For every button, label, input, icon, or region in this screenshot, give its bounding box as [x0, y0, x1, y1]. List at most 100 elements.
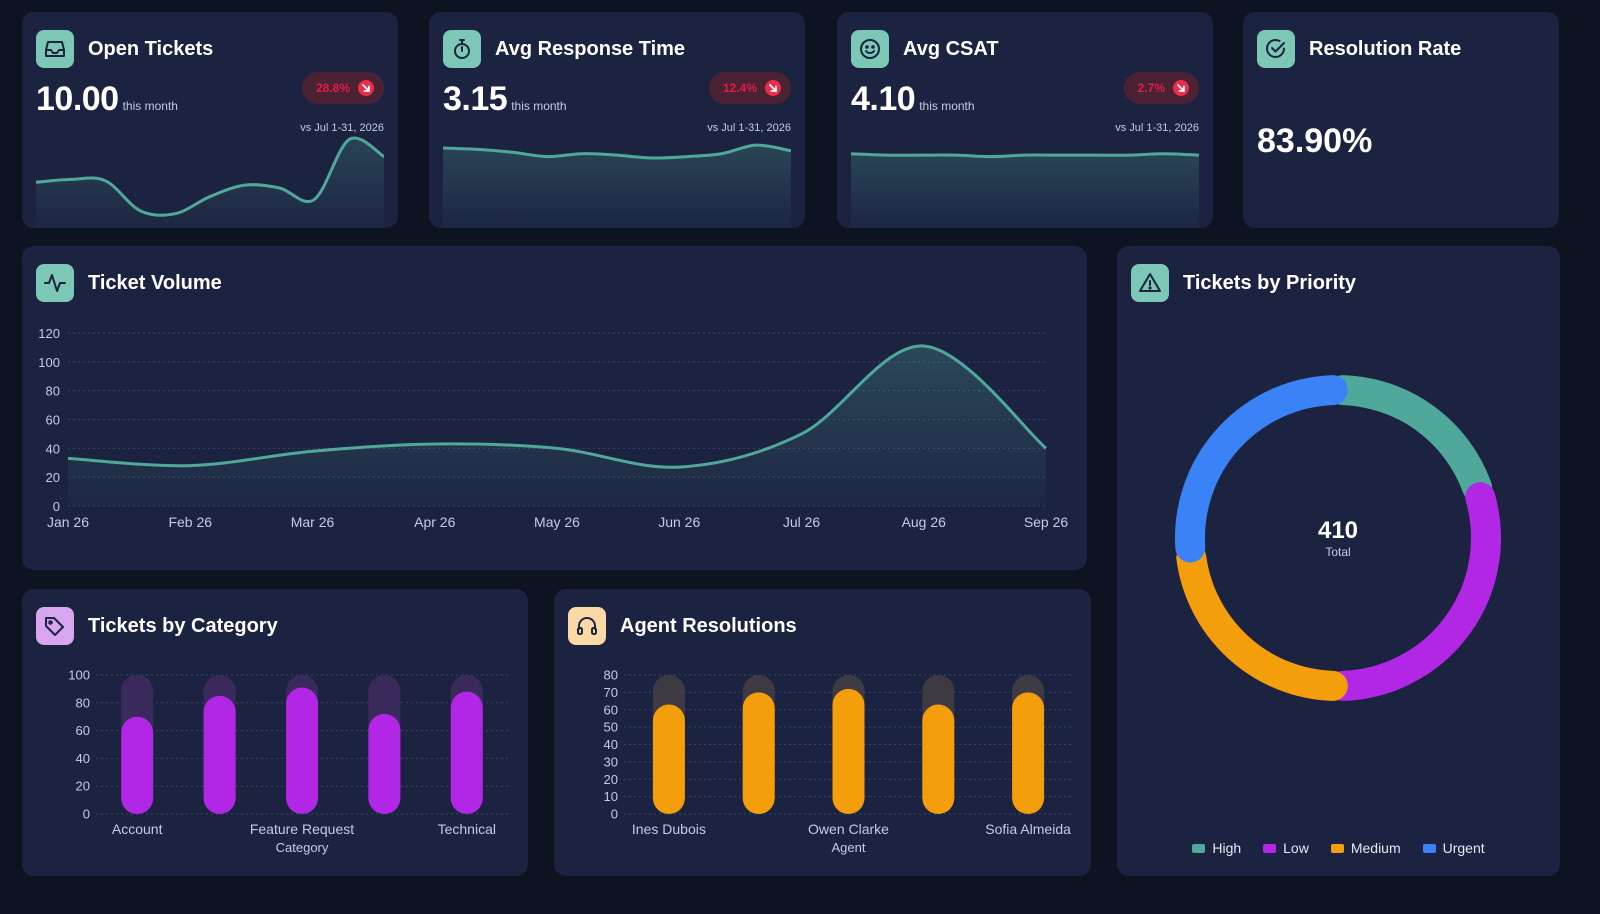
x-tick-label: Sofia Almeida	[985, 821, 1071, 837]
ticket-volume-card: Ticket Volume 0 20 40 60 80 100 120 Jan 26 Feb 2…	[22, 246, 1087, 570]
legend-label: Urgent	[1442, 840, 1485, 856]
y-tick-label: 100	[38, 355, 60, 370]
legend-label: Low	[1283, 840, 1309, 856]
bar	[1012, 692, 1045, 814]
x-tick-label: Ines Dubois	[632, 821, 706, 837]
y-tick-label: 100	[68, 668, 90, 683]
agent-bar-chart: 0 10 20 30 40 50 60 70 80 Ines Dubois Owen Clarke S…	[604, 668, 1073, 855]
tag-icon	[36, 607, 74, 645]
card-title: Tickets by Priority	[1183, 271, 1357, 294]
kpi-value: 4.10	[851, 80, 916, 118]
x-tick-label: Jan 26	[47, 514, 89, 530]
kpi-header: Avg Response Time	[443, 30, 685, 68]
smiley-icon	[851, 30, 889, 68]
legend-item-high[interactable]: High	[1192, 840, 1241, 856]
bar	[203, 695, 236, 814]
kpi-title: Resolution Rate	[1309, 37, 1462, 60]
legend-item-urgent[interactable]: Urgent	[1422, 840, 1485, 856]
x-tick-label: Apr 26	[414, 514, 455, 530]
legend-swatch	[1330, 843, 1344, 853]
card-title: Ticket Volume	[88, 271, 222, 294]
legend-item-medium[interactable]: Medium	[1330, 840, 1401, 856]
x-axis-label: Category	[276, 840, 329, 855]
resolution-rate-value: 83.90%	[1257, 122, 1373, 160]
y-tick-label: 10	[604, 789, 618, 804]
category-bar-chart: 0 20 40 60 80 100 Account Feature Request Techni…	[68, 668, 508, 855]
kpi-sub: this month	[511, 99, 567, 113]
bar	[742, 692, 775, 814]
y-tick-label: 20	[76, 779, 90, 794]
volume-area	[68, 345, 1046, 506]
legend-item-low[interactable]: Low	[1263, 840, 1309, 856]
y-tick-label: 0	[53, 499, 60, 514]
kpi-value: 10.00	[36, 80, 119, 118]
y-tick-label: 70	[604, 685, 618, 700]
y-tick-label: 60	[46, 413, 60, 428]
priority-legend: High Low Medium Urgent	[1117, 840, 1560, 856]
donut-slice-medium	[1176, 542, 1348, 701]
card-title: Agent Resolutions	[620, 614, 797, 637]
card-header: Tickets by Priority	[1131, 264, 1356, 302]
x-tick-label: Sep 26	[1024, 514, 1069, 530]
inbox-icon	[36, 30, 74, 68]
donut-slice-low	[1328, 482, 1501, 701]
x-tick-label: Jun 26	[658, 514, 700, 530]
comparison-period: vs Jul 1-31, 2026	[707, 122, 791, 134]
kpi-header: Avg CSAT	[851, 30, 999, 68]
kpi-value-wrap: 3.15 this month	[443, 80, 567, 119]
warning-icon	[1131, 264, 1169, 302]
y-tick-label: 0	[611, 807, 618, 822]
legend-label: Medium	[1350, 840, 1401, 856]
pulse-icon	[36, 264, 74, 302]
bar	[286, 687, 318, 814]
sparkline-line	[443, 143, 791, 160]
change-badge-text: 2.7%	[1137, 81, 1165, 95]
sparkline-line	[851, 152, 1199, 159]
comparison-period: vs Jul 1-31, 2026	[1115, 122, 1199, 134]
x-tick-label: Technical	[438, 821, 496, 837]
ticket-volume-chart: 0 20 40 60 80 100 120 Jan 26 Feb 26 Mar 26 Apr 26 M…	[38, 326, 1069, 530]
kpi-card-avg-csat: Avg CSAT 4.10 this month 2.7% vs Jul 1-31…	[837, 12, 1213, 228]
y-tick-label: 80	[76, 695, 90, 710]
agent-resolutions-card: Agent Resolutions 0 10 20 30 40 50 60 70 80 Ines …	[554, 589, 1091, 876]
y-tick-label: 40	[604, 737, 618, 752]
change-badge-text: 12.4%	[722, 81, 757, 95]
kpi-value-wrap: 10.00 this month	[36, 80, 178, 119]
change-badge-text: 28.8%	[315, 81, 350, 95]
card-title: Tickets by Category	[88, 614, 278, 637]
headset-icon	[568, 607, 606, 645]
y-tick-label: 80	[604, 668, 618, 683]
legend-swatch	[1263, 843, 1277, 853]
donut-slice-urgent	[1175, 375, 1348, 563]
kpi-title: Avg Response Time	[495, 37, 686, 60]
sparkline-area	[36, 137, 384, 228]
x-tick-label: Aug 26	[902, 514, 947, 530]
y-tick-label: 40	[46, 441, 60, 456]
kpi-card-open-tickets: Open Tickets 10.00 this month 28.8% vs Ju…	[22, 12, 398, 228]
kpi-title: Open Tickets	[88, 37, 214, 60]
card-header: Ticket Volume	[36, 264, 222, 302]
card-header: Tickets by Category	[36, 607, 278, 645]
donut-total-value: 410	[1318, 517, 1358, 544]
bar	[450, 691, 483, 814]
card-header: Agent Resolutions	[568, 607, 797, 645]
legend-swatch	[1422, 843, 1436, 853]
y-tick-label: 120	[38, 326, 60, 341]
check-circle-icon	[1257, 30, 1295, 68]
arrow-down-right-icon	[765, 80, 781, 96]
bar	[832, 688, 865, 814]
stopwatch-icon	[443, 30, 481, 68]
x-tick-label: Mar 26	[291, 514, 335, 530]
x-tick-label: Feature Request	[250, 821, 354, 837]
comparison-period: vs Jul 1-31, 2026	[300, 122, 384, 134]
y-tick-label: 20	[46, 470, 60, 485]
sparkline-line	[36, 136, 384, 217]
donut-slice-high	[1328, 375, 1493, 503]
bar	[922, 704, 955, 814]
kpi-sub: this month	[919, 99, 975, 113]
y-tick-label: 80	[46, 384, 60, 399]
legend-swatch	[1192, 843, 1206, 853]
tickets-by-priority-card: Tickets by Priority 410 Total High Low Medi…	[1117, 246, 1560, 876]
bar	[652, 704, 685, 814]
